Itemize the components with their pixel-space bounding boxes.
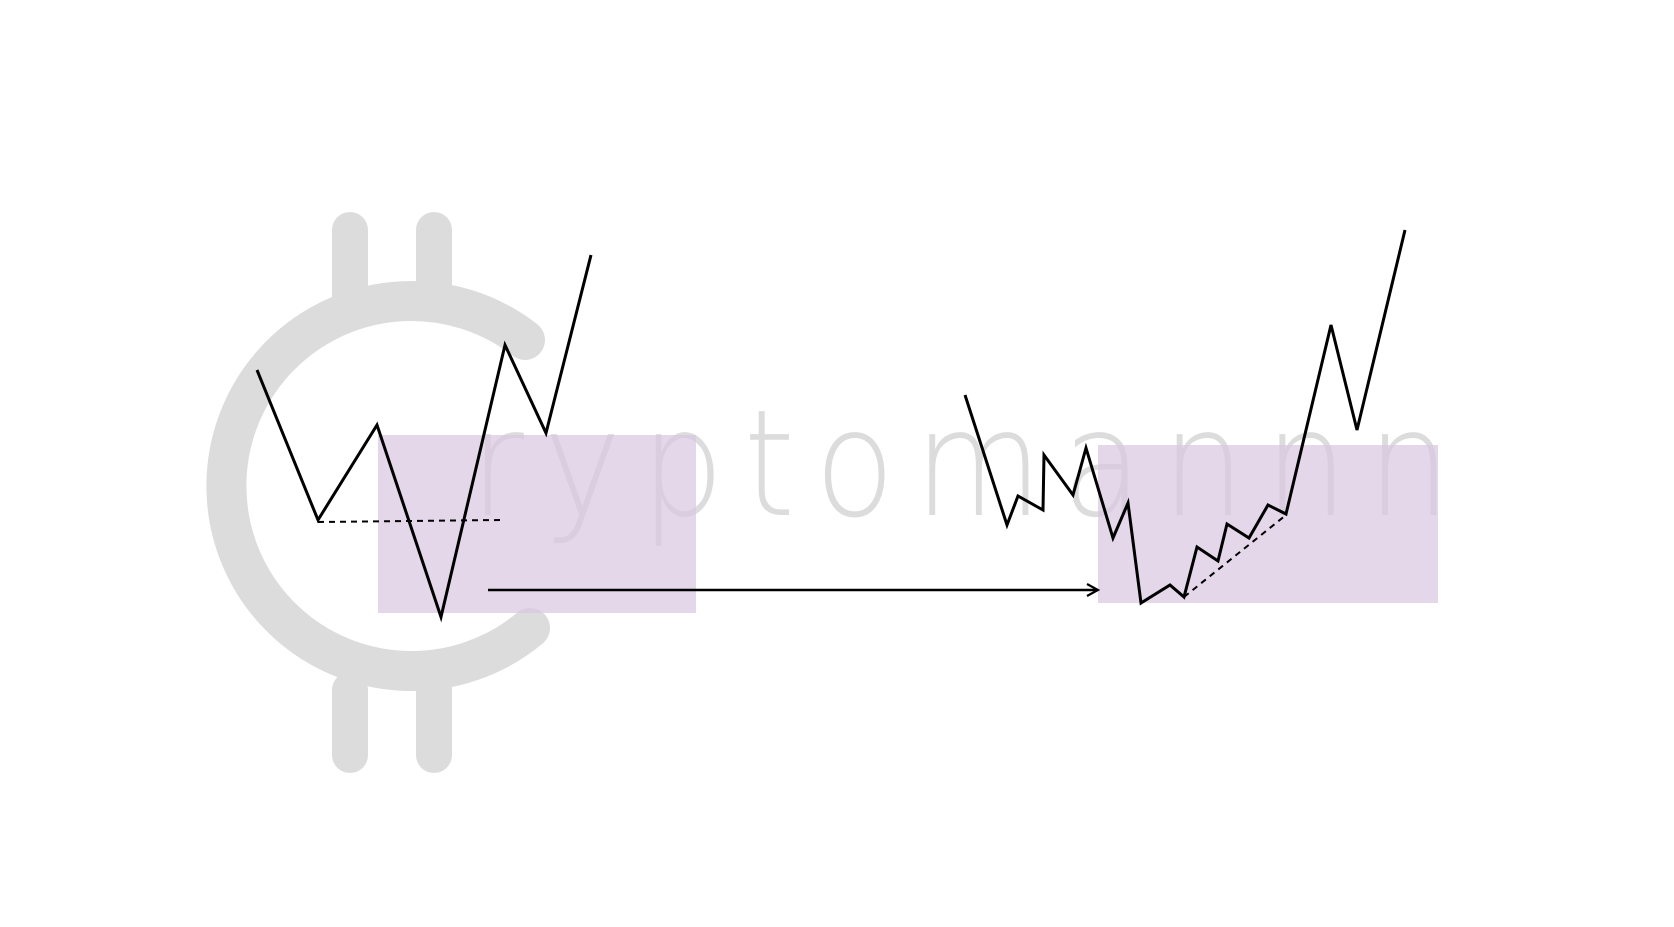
left-price-path: [255, 254, 593, 623]
left-zone-box: [378, 435, 696, 613]
right-price-path: [963, 229, 1407, 606]
watermark-logo-icon: [206, 212, 550, 773]
right-zone-box: [1098, 445, 1438, 603]
left-low-dashed-line: [317, 519, 501, 523]
